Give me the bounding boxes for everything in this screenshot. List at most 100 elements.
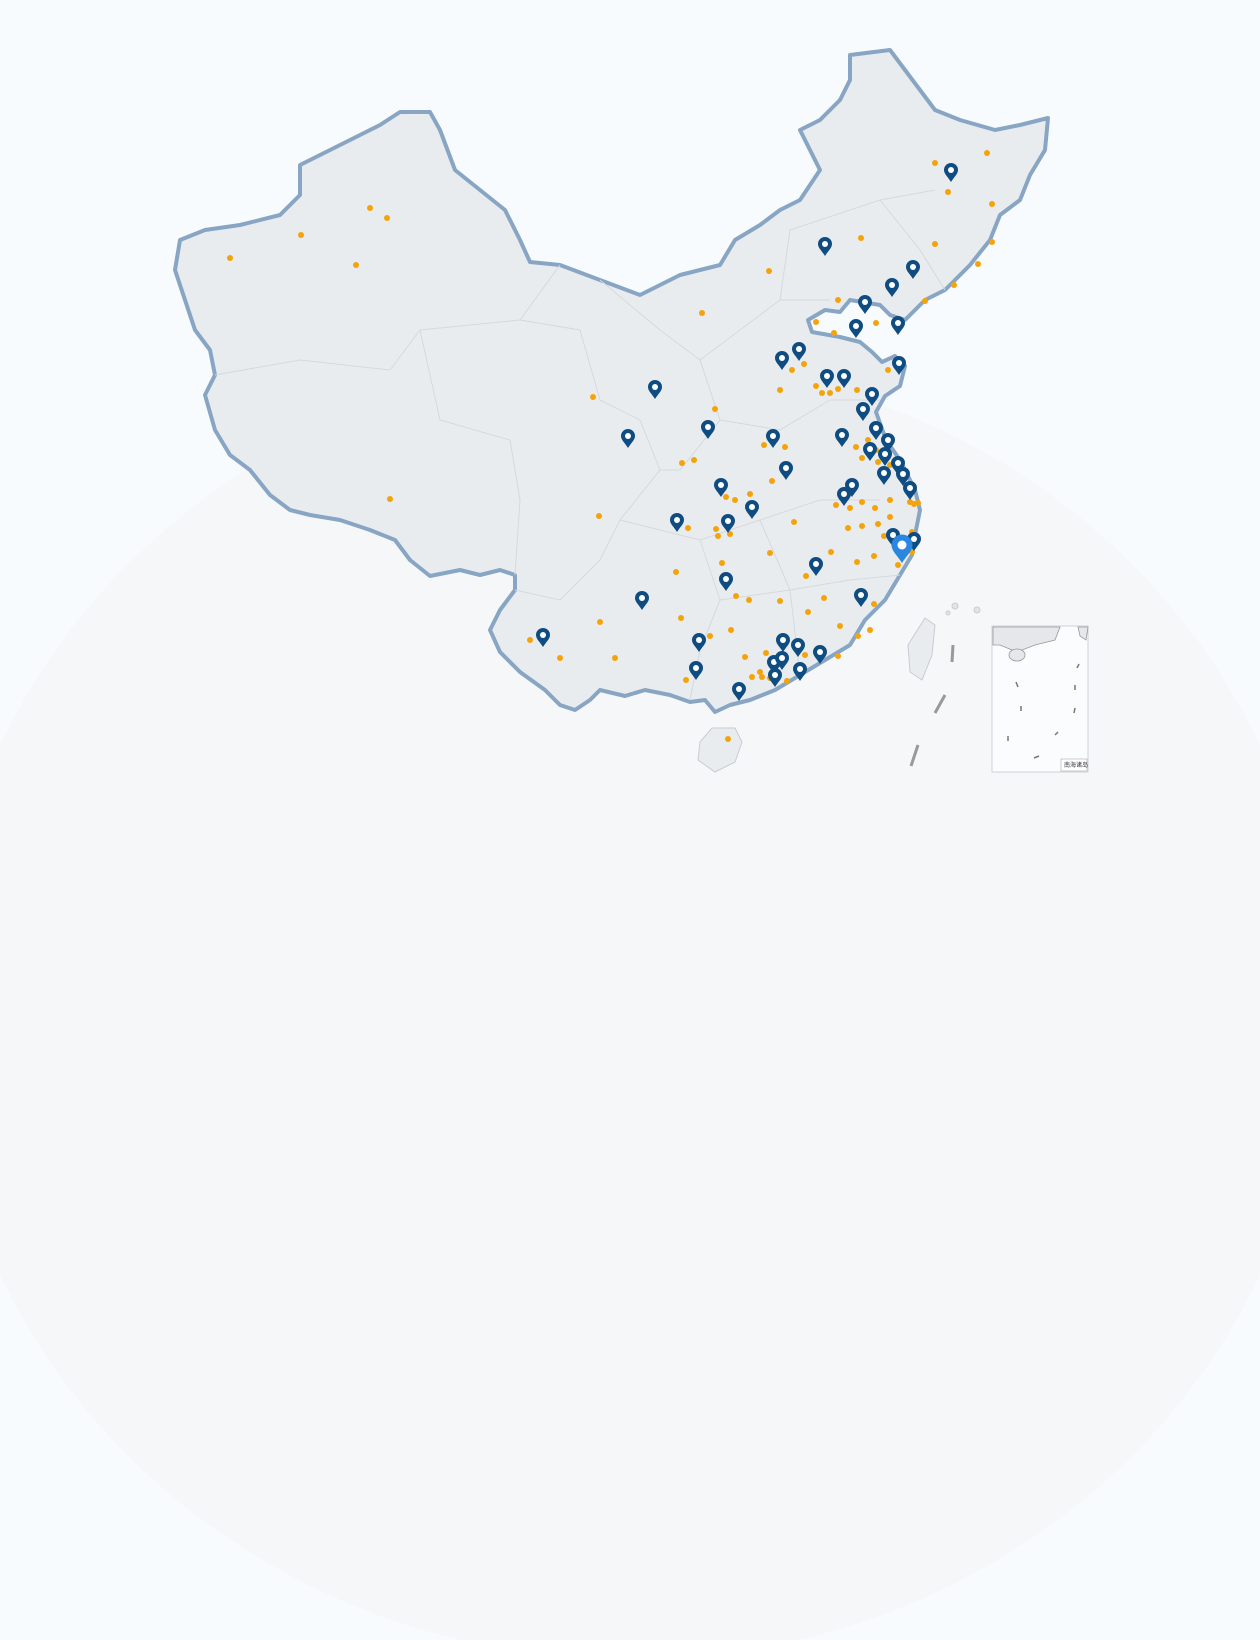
map-pin-icon[interactable] <box>536 628 550 647</box>
map-pin-icon[interactable] <box>835 428 849 447</box>
map-pin-icon[interactable] <box>877 466 891 485</box>
map-dot <box>749 674 755 680</box>
map-pin-icon[interactable] <box>869 421 883 440</box>
map-dot <box>835 386 841 392</box>
map-dot <box>803 573 809 579</box>
map-dot <box>854 387 860 393</box>
map-pin-icon[interactable] <box>648 380 662 399</box>
map-pin-icon[interactable] <box>818 237 832 256</box>
map-pin-icon[interactable] <box>878 447 892 466</box>
map-dot <box>227 255 233 261</box>
map-dot <box>854 559 860 565</box>
map-dot <box>885 367 891 373</box>
inset-label: 南海诸岛 <box>1064 761 1088 769</box>
map-pin-icon[interactable] <box>907 532 921 551</box>
map-pin-icon[interactable] <box>779 461 793 480</box>
map-dot <box>769 478 775 484</box>
map-dot <box>801 361 807 367</box>
map-dot <box>945 189 951 195</box>
map-dot <box>887 497 893 503</box>
map-dot <box>932 160 938 166</box>
map-pin-icon[interactable] <box>766 429 780 448</box>
map-pin-icon[interactable] <box>865 387 879 406</box>
map-pin-icon[interactable] <box>792 342 806 361</box>
map-pin-icon[interactable] <box>891 456 905 475</box>
map-dot <box>767 550 773 556</box>
map-dot <box>895 562 901 568</box>
map-pin-icon[interactable] <box>692 633 706 652</box>
map-pin-icon[interactable] <box>732 682 746 701</box>
map-pin-icon[interactable] <box>845 478 859 497</box>
map-pin-icon[interactable] <box>776 633 790 652</box>
map-pin-icon[interactable] <box>837 369 851 388</box>
map-pin-icon[interactable] <box>856 402 870 421</box>
map-pin-icon[interactable] <box>701 420 715 439</box>
map-dot <box>590 394 596 400</box>
map-pin-icon[interactable] <box>719 572 733 591</box>
map-pin-icon-highlighted[interactable] <box>891 534 913 564</box>
map-dot <box>707 633 713 639</box>
map-pin-icon[interactable] <box>858 295 872 314</box>
map-dot <box>761 442 767 448</box>
map-pin-icon[interactable] <box>721 514 735 533</box>
map-pin-icon[interactable] <box>813 645 827 664</box>
map-dot <box>847 505 853 511</box>
taiwan-island <box>907 617 936 681</box>
map-dot <box>805 609 811 615</box>
map-dot <box>821 595 827 601</box>
map-pin-icon[interactable] <box>635 591 649 610</box>
map-pin-icon[interactable] <box>903 481 917 500</box>
map-pin-icon[interactable] <box>793 662 807 681</box>
map-dot <box>759 674 765 680</box>
map-pin-icon[interactable] <box>863 442 877 461</box>
map-pin-icon[interactable] <box>745 500 759 519</box>
hainan-island <box>697 727 743 773</box>
map-pin-icon[interactable] <box>906 260 920 279</box>
map-pin-icon[interactable] <box>768 668 782 687</box>
map-dot <box>713 526 719 532</box>
map-dot <box>791 519 797 525</box>
map-dot <box>951 282 957 288</box>
map-pin-icon[interactable] <box>775 651 789 670</box>
map-dot <box>367 205 373 211</box>
map-pin-icon[interactable] <box>791 638 805 657</box>
south-china-sea-inset: 南海诸岛 <box>991 625 1089 773</box>
map-pin-icon[interactable] <box>714 478 728 497</box>
map-pin-icon[interactable] <box>881 433 895 452</box>
map-dot <box>723 494 729 500</box>
map-pin-icon[interactable] <box>809 557 823 576</box>
map-dot <box>813 319 819 325</box>
map-pin-icon[interactable] <box>837 487 851 506</box>
map-dot <box>859 455 865 461</box>
map-dot <box>732 497 738 503</box>
map-dot <box>712 406 718 412</box>
map-pin-icon[interactable] <box>854 588 868 607</box>
map-pin-icon[interactable] <box>886 528 900 547</box>
map-pin-icon[interactable] <box>689 661 703 680</box>
map-pin-icon[interactable] <box>775 351 789 370</box>
map-dot <box>875 459 881 465</box>
china-map[interactable]: 南海诸岛 <box>0 0 1260 820</box>
map-dot <box>867 627 873 633</box>
map-pin-icon[interactable] <box>891 316 905 335</box>
map-pin-icon[interactable] <box>621 429 635 448</box>
map-dot <box>353 262 359 268</box>
map-dot <box>596 513 602 519</box>
mainland-outline <box>173 48 1050 714</box>
map-pin-icon[interactable] <box>849 319 863 338</box>
map-dot <box>673 569 679 575</box>
map-dot <box>859 523 865 529</box>
map-dot <box>827 390 833 396</box>
map-dot <box>387 496 393 502</box>
map-pin-icon[interactable] <box>944 163 958 182</box>
map-pin-icon[interactable] <box>885 278 899 297</box>
map-pin-icon[interactable] <box>896 467 910 486</box>
map-pin-icon[interactable] <box>820 369 834 388</box>
map-dot <box>742 654 748 660</box>
map-pin-icon[interactable] <box>670 513 684 532</box>
map-dot <box>679 460 685 466</box>
map-pin-icon[interactable] <box>892 356 906 375</box>
map-dot <box>831 330 837 336</box>
map-dot <box>777 387 783 393</box>
map-dot <box>871 601 877 607</box>
